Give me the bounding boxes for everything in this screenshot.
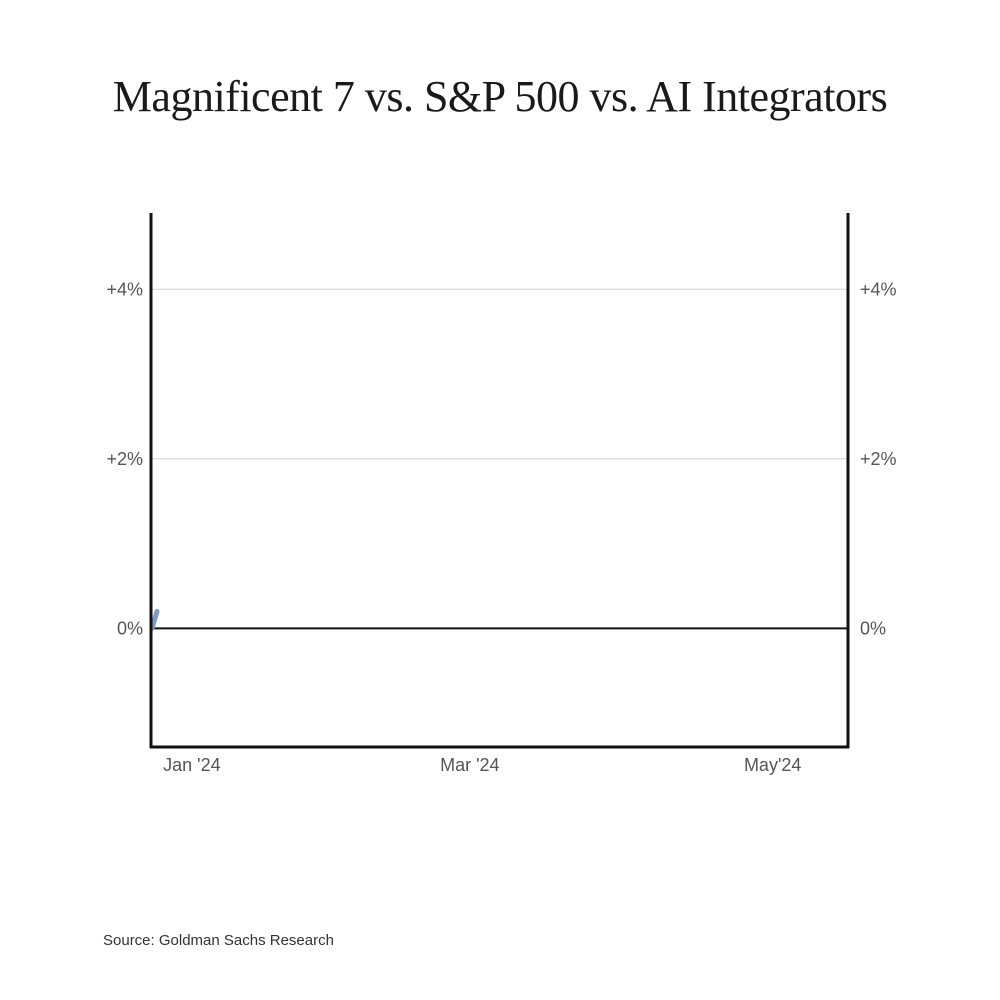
y-tick-label-left: 0% <box>117 618 143 638</box>
y-tick-label-right: 0% <box>860 618 886 638</box>
series-lines <box>149 608 160 631</box>
x-tick-label: Jan '24 <box>163 755 220 775</box>
y-tick-label-right: +4% <box>860 279 897 299</box>
x-tick-labels: Jan '24 Mar '24 May'24 <box>163 755 801 775</box>
x-tick-label: May'24 <box>744 755 801 775</box>
series-line <box>149 608 160 631</box>
gridlines <box>152 288 847 460</box>
y-tick-labels-left: 0% +2% +4% <box>106 279 143 638</box>
y-tick-label-left: +2% <box>106 449 143 469</box>
x-tick-label: Mar '24 <box>440 755 499 775</box>
y-tick-labels-right: 0% +2% +4% <box>860 279 897 638</box>
y-tick-label-left: +4% <box>106 279 143 299</box>
source-note: Source: Goldman Sachs Research <box>103 932 334 949</box>
chart-title: Magnificent 7 vs. S&P 500 vs. AI Integra… <box>112 72 888 121</box>
y-tick-label-right: +2% <box>860 449 897 469</box>
